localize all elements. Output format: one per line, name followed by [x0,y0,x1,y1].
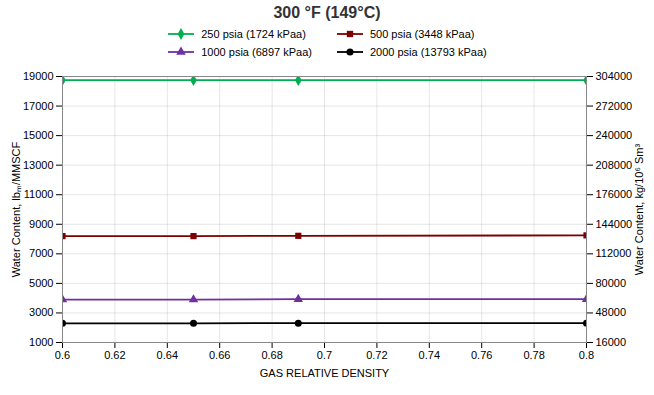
html-text:250 psia (1724 kPaa): 250 psia (1724 kPaa) [201,28,306,40]
html-text:1000 psia (6897 kPaa): 1000 psia (6897 kPaa) [201,46,312,58]
html-text:500 psia (3448 kPaa): 500 psia (3448 kPaa) [369,28,475,40]
svg-text:19000: 19000 [23,70,54,82]
svg-text:0.66: 0.66 [209,349,230,361]
svg-text:0.74: 0.74 [419,349,440,361]
svg-text:GAS RELATIVE DENSITY: GAS RELATIVE DENSITY [260,367,390,379]
svg-text:0.78: 0.78 [523,349,544,361]
html-text:300 °F (149°C): 300 °F (149°C) [273,4,381,21]
svg-text:80000: 80000 [596,277,627,289]
svg-text:17000: 17000 [23,100,54,112]
svg-text:3000: 3000 [29,306,53,318]
svg-text:Water Content, kg/10⁶ Sm³: Water Content, kg/10⁶ Sm³ [633,144,645,276]
svg-text:176000: 176000 [596,188,633,200]
svg-text:15000: 15000 [23,129,54,141]
svg-text:0.62: 0.62 [104,349,125,361]
svg-text:11000: 11000 [24,188,54,200]
svg-text:48000: 48000 [596,306,627,318]
svg-text:144000: 144000 [596,218,633,230]
svg-text:1000: 1000 [29,336,53,348]
svg-text:0.7: 0.7 [317,349,332,361]
svg-text:0.72: 0.72 [366,349,387,361]
svg-text:208000: 208000 [596,159,633,171]
svg-text:304000: 304000 [596,70,633,82]
svg-text:112000: 112000 [596,247,632,259]
svg-text:0.8: 0.8 [579,349,594,361]
svg-text:0.64: 0.64 [157,349,178,361]
svg-text:Water Content, lbₘ/MMSCF: Water Content, lbₘ/MMSCF [10,141,22,277]
svg-text:0.6: 0.6 [55,349,70,361]
svg-text:7000: 7000 [29,247,53,259]
html-text:2000 psia (13793 kPaa): 2000 psia (13793 kPaa) [369,46,487,58]
svg-text:13000: 13000 [23,159,54,171]
svg-text:0.76: 0.76 [471,349,492,361]
svg-text:0.68: 0.68 [261,349,282,361]
svg-text:9000: 9000 [29,218,53,230]
svg-text:272000: 272000 [596,100,633,112]
svg-text:5000: 5000 [29,277,53,289]
svg-text:240000: 240000 [596,129,633,141]
svg-text:16000: 16000 [596,336,627,348]
